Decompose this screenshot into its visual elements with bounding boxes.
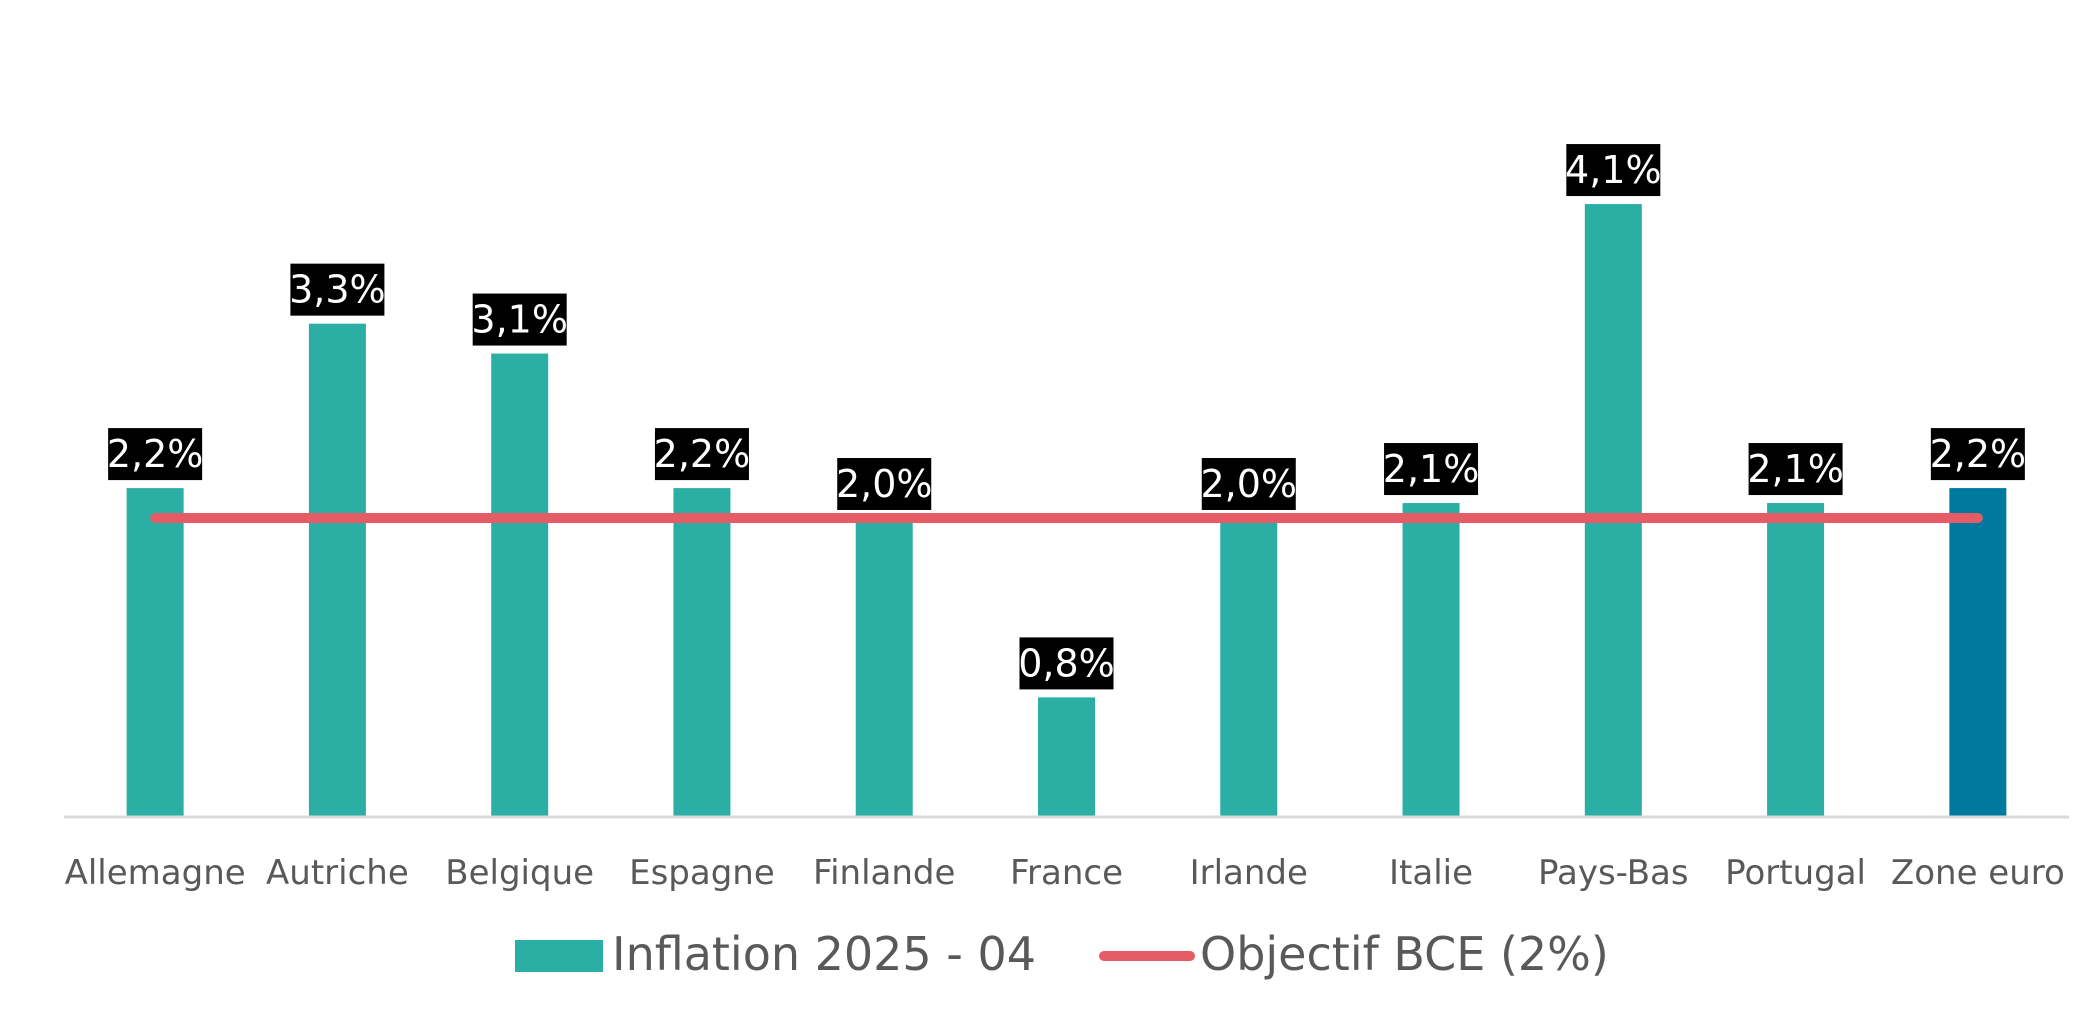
legend: Inflation 2025 - 04 Objectif BCE (2%) bbox=[515, 927, 1609, 981]
data-label-box bbox=[1384, 443, 1479, 496]
data-label-text: 0,8% bbox=[1018, 641, 1115, 685]
category-label: Zone euro bbox=[1891, 853, 2065, 893]
data-label-portugal: 2,1% bbox=[1747, 443, 1844, 496]
data-label-espagne: 2,2% bbox=[654, 428, 751, 481]
data-label-autriche: 3,3% bbox=[289, 263, 386, 316]
bar-autriche bbox=[308, 323, 366, 817]
bar-finlande bbox=[855, 518, 913, 817]
data-label-zone-euro: 2,2% bbox=[1930, 428, 2027, 481]
category-label: Belgique bbox=[445, 853, 594, 893]
bar-italie bbox=[1402, 503, 1460, 817]
data-label-box bbox=[1201, 458, 1296, 510]
data-label-text: 2,1% bbox=[1747, 447, 1844, 491]
data-label-text: 2,1% bbox=[1383, 447, 1480, 491]
legend-swatch-inflation bbox=[515, 940, 603, 972]
category-label: Irlande bbox=[1190, 853, 1308, 893]
data-label-text: 3,1% bbox=[471, 298, 568, 342]
data-label-text: 2,0% bbox=[1200, 462, 1297, 506]
data-label-text: 2,2% bbox=[107, 432, 204, 476]
bar-france bbox=[1038, 697, 1095, 817]
category-label: Pays-Bas bbox=[1538, 853, 1689, 893]
data-label-text: 2,2% bbox=[654, 432, 751, 476]
legend-label-target: Objectif BCE (2%) bbox=[1200, 927, 1609, 981]
bar-pays-bas bbox=[1584, 204, 1642, 818]
bar-espagne bbox=[673, 488, 731, 817]
data-label-box bbox=[1748, 443, 1843, 496]
data-label-text: 2,0% bbox=[836, 462, 933, 506]
data-label-belgique: 3,1% bbox=[471, 293, 568, 346]
data-label-text: 4,1% bbox=[1565, 148, 1662, 192]
data-label-pays-bas: 4,1% bbox=[1565, 144, 1662, 197]
category-label: Allemagne bbox=[65, 853, 246, 893]
legend-label-inflation: Inflation 2025 - 04 bbox=[612, 927, 1036, 981]
category-labels: Allemagne Autriche Belgique Espagne Finlande… bbox=[65, 853, 2065, 893]
bar-allemagne bbox=[126, 488, 184, 817]
data-label-italie: 2,1% bbox=[1383, 443, 1480, 496]
bar-irlande bbox=[1220, 518, 1278, 817]
data-label-box bbox=[472, 293, 567, 346]
data-label-box bbox=[654, 428, 749, 481]
category-label: Finlande bbox=[813, 853, 955, 893]
data-label-box bbox=[837, 458, 932, 510]
data-label-box bbox=[1566, 144, 1661, 197]
data-label-box bbox=[1019, 637, 1114, 690]
bar-portugal bbox=[1767, 503, 1825, 817]
data-label-text: 2,2% bbox=[1930, 432, 2027, 476]
data-label-france: 0,8% bbox=[1018, 637, 1115, 690]
data-label-box bbox=[290, 263, 385, 316]
category-label: Autriche bbox=[266, 853, 409, 893]
data-labels: 2,2% 3,3% 3,1% 2,2% 2,0% 0,8% 2,0% 2,1% 4,1% 2,1%… bbox=[107, 144, 2027, 690]
data-label-finlande: 2,0% bbox=[836, 458, 933, 510]
category-label: Italie bbox=[1389, 853, 1473, 893]
category-label: Espagne bbox=[629, 853, 775, 893]
bar-zone-euro bbox=[1949, 488, 2007, 817]
data-label-box bbox=[1930, 428, 2025, 481]
data-label-text: 3,3% bbox=[289, 268, 386, 312]
data-label-allemagne: 2,2% bbox=[107, 428, 204, 481]
data-label-irlande: 2,0% bbox=[1200, 458, 1297, 510]
data-label-box bbox=[108, 428, 203, 481]
bar-belgique bbox=[491, 353, 549, 817]
category-label: Portugal bbox=[1725, 853, 1866, 893]
category-label: France bbox=[1010, 853, 1123, 893]
bar-series bbox=[126, 204, 2007, 818]
